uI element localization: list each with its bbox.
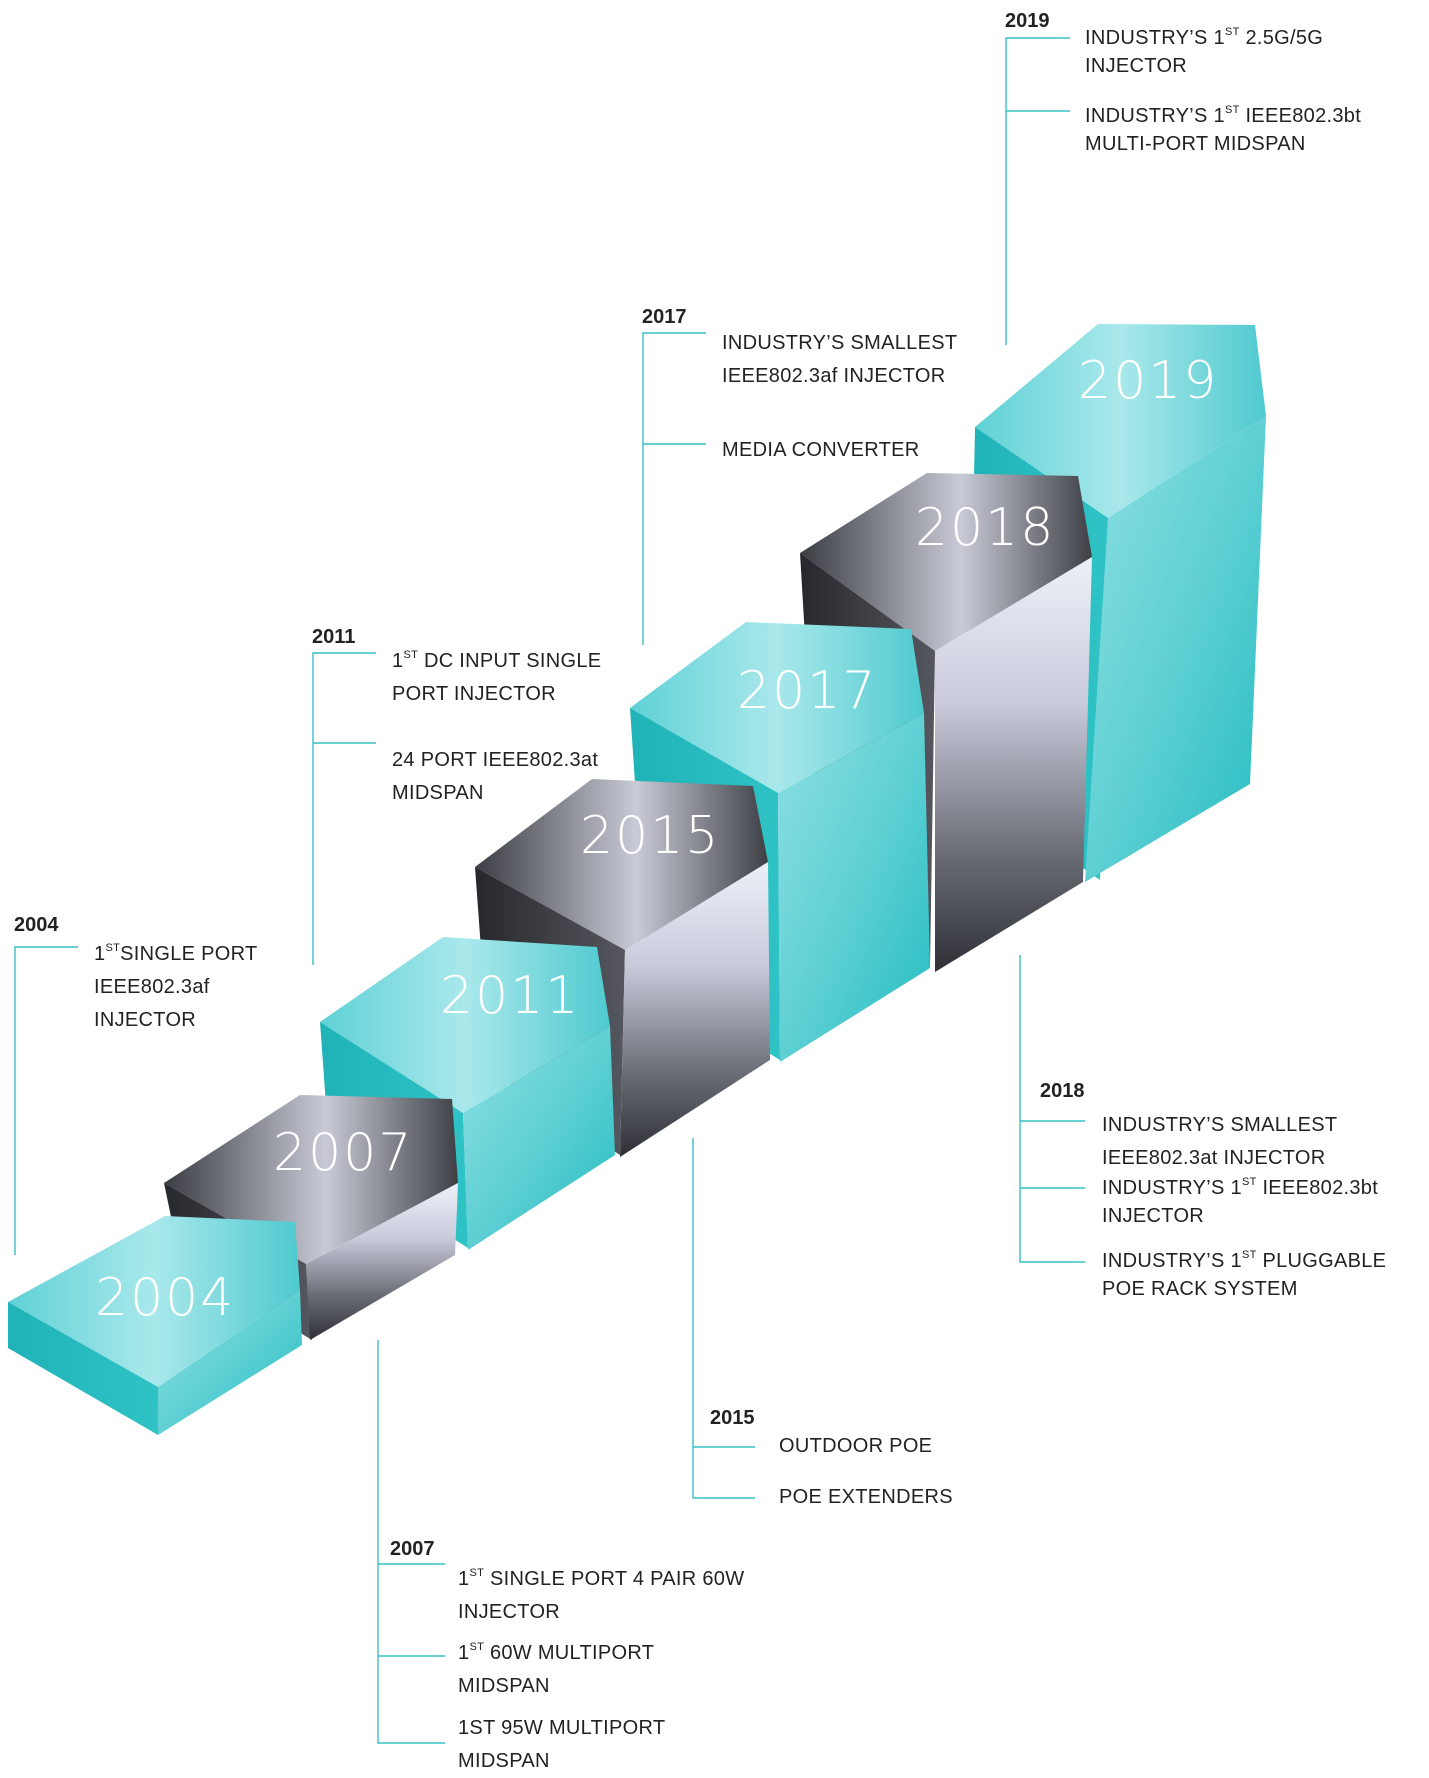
step-label-2019: 2019 — [1078, 351, 1218, 411]
milestone-item: MEDIA CONVERTER — [722, 439, 920, 461]
milestone-item: OUTDOOR POE — [779, 1435, 933, 1457]
milestone-year-2004: 2004 — [14, 914, 59, 936]
step-label-2017: 2017 — [737, 661, 877, 721]
connector-lines — [14, 37, 1085, 1744]
milestone-year-2007: 2007 — [390, 1538, 435, 1560]
step-label-2015: 2015 — [580, 806, 720, 866]
milestone-year-2015: 2015 — [710, 1407, 755, 1429]
step-label-2007: 2007 — [273, 1123, 413, 1183]
milestone-year-2011: 2011 — [312, 626, 356, 648]
milestone-year-2018: 2018 — [1040, 1080, 1085, 1102]
milestone-year-2017: 2017 — [642, 306, 687, 328]
step-label-2004: 2004 — [95, 1268, 235, 1328]
milestone-item: INDUSTRY’S 1ST IEEE802.3bt INJECTOR — [1102, 1176, 1379, 1228]
milestone-year-2019: 2019 — [1005, 10, 1050, 32]
step-label-2011: 2011 — [440, 966, 580, 1026]
milestone-item: INDUSTRY’S SMALLEST IEEE802.3at INJECTOR — [1102, 1114, 1338, 1169]
milestone-item: 1ST 95W MULTIPORT MIDSPAN — [458, 1717, 666, 1772]
milestone-item: INDUSTRY’S 1ST PLUGGABLE POE RACK SYSTEM — [1102, 1249, 1387, 1301]
milestone-item: INDUSTRY’S SMALLEST IEEE802.3af INJECTOR — [722, 332, 958, 387]
milestone-item: POE EXTENDERS — [779, 1486, 953, 1508]
milestone-item: INDUSTRY’S 1ST 2.5G/5G INJECTOR — [1085, 26, 1324, 78]
milestone-item: 1STSINGLE PORT IEEE802.3af INJECTOR — [94, 942, 258, 1032]
step-2004 — [8, 1216, 302, 1435]
milestone-item: 1ST SINGLE PORT 4 PAIR 60W INJECTOR — [458, 1567, 745, 1624]
milestone-item: 1ST 60W MULTIPORT MIDSPAN — [458, 1641, 654, 1698]
milestone-item: 1ST DC INPUT SINGLE PORT INJECTOR — [392, 649, 602, 706]
milestone-item: INDUSTRY’S 1ST IEEE802.3bt MULTI-PORT MI… — [1085, 104, 1362, 156]
milestone-item: 24 PORT IEEE802.3at MIDSPAN — [392, 749, 599, 804]
step-label-2018: 2018 — [915, 498, 1055, 558]
